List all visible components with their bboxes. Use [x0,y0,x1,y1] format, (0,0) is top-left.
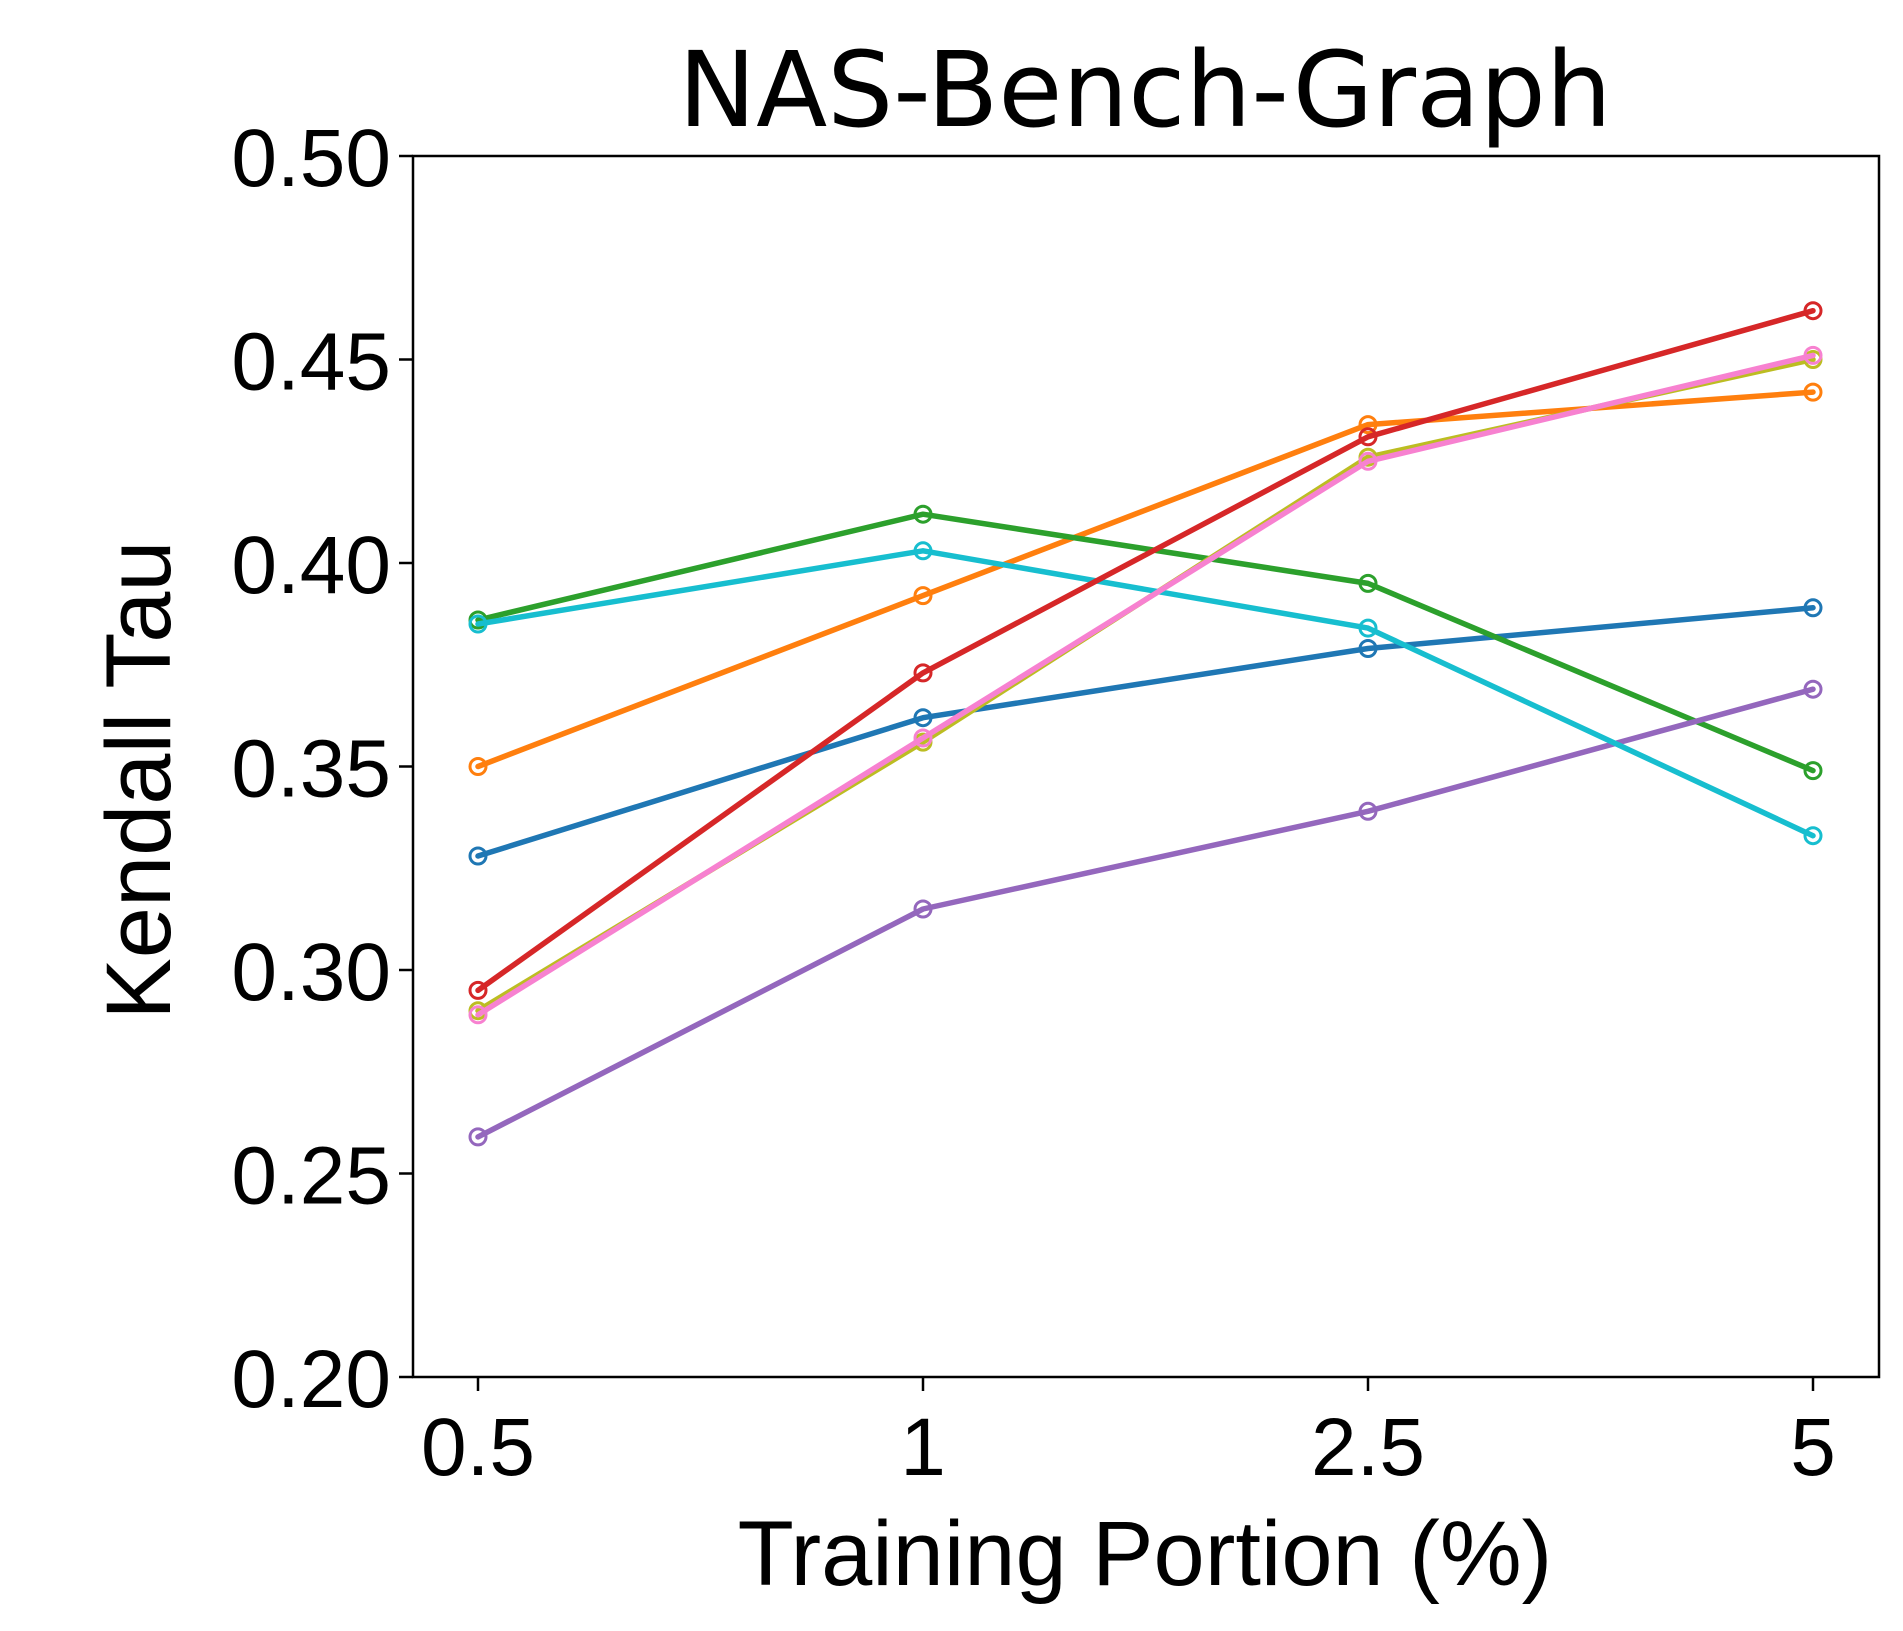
series-pink [468,345,1823,1025]
y-tick-label: 0.40 [231,520,391,611]
series-purple-line [475,686,1816,1140]
series-green-line [475,511,1816,774]
series-purple-point [468,1127,488,1147]
series-orange [468,382,1823,776]
series-purple-point [1358,801,1378,821]
series-pink-line [475,352,1816,1018]
series-purple-point [1803,679,1823,699]
x-axis-label: Training Portion (%) [738,1503,1553,1605]
axis-ticks: 0.20 0.25 0.30 0.35 0.40 0.45 0.50 0.5 1 2.5 5 [231,113,1835,1493]
y-tick-label: 0.25 [231,1131,391,1222]
x-tick-label: 0.5 [421,1402,535,1493]
series-blue-point [1803,598,1823,618]
series-cyan-point [913,541,933,561]
y-tick-label: 0.45 [231,317,391,408]
plot-area-frame [411,154,1881,1379]
series-green-point [1358,573,1378,593]
series-green-point [913,504,933,524]
y-tick-label: 0.30 [231,927,391,1018]
series-blue-point [1358,639,1378,658]
series-group [468,301,1823,1147]
x-tick-label: 2.5 [1311,1402,1425,1493]
series-blue-point [468,846,488,866]
series-orange-point [1358,415,1378,435]
x-tick-label: 1 [900,1402,946,1493]
series-orange-point [468,757,488,776]
series-red-point [913,663,933,683]
series-purple-point [913,899,933,919]
series-blue [468,598,1823,866]
y-axis-label: Kendall Tau [88,540,190,1019]
chart-title: NAS-Bench-Graph [678,29,1611,151]
series-red-point [1358,427,1378,447]
y-tick-label: 0.20 [231,1334,391,1425]
series-green [468,504,1823,781]
series-orange-point [1803,382,1823,402]
x-tick-label: 5 [1790,1402,1836,1493]
series-cyan-point [1358,618,1378,638]
series-pink-point [1803,345,1823,365]
series-red-point [1803,301,1823,321]
y-tick-label: 0.35 [231,724,391,815]
series-red-line [475,307,1816,994]
series-pink-point [913,728,933,748]
series-green-point [1803,761,1823,781]
series-red-point [468,980,488,1000]
y-tick-label: 0.50 [231,113,391,204]
series-cyan-line [475,548,1816,839]
series-pink-point [468,1005,488,1025]
series-cyan-point [468,614,488,634]
series-orange-point [913,586,933,606]
series-cyan [468,541,1823,846]
series-blue-line [475,605,1816,859]
series-blue-point [913,708,933,728]
series-cyan-point [1803,826,1823,846]
series-orange-line [475,389,1816,770]
series-pink-point [1358,451,1378,471]
series-red [468,301,1823,1000]
series-purple [468,679,1823,1147]
